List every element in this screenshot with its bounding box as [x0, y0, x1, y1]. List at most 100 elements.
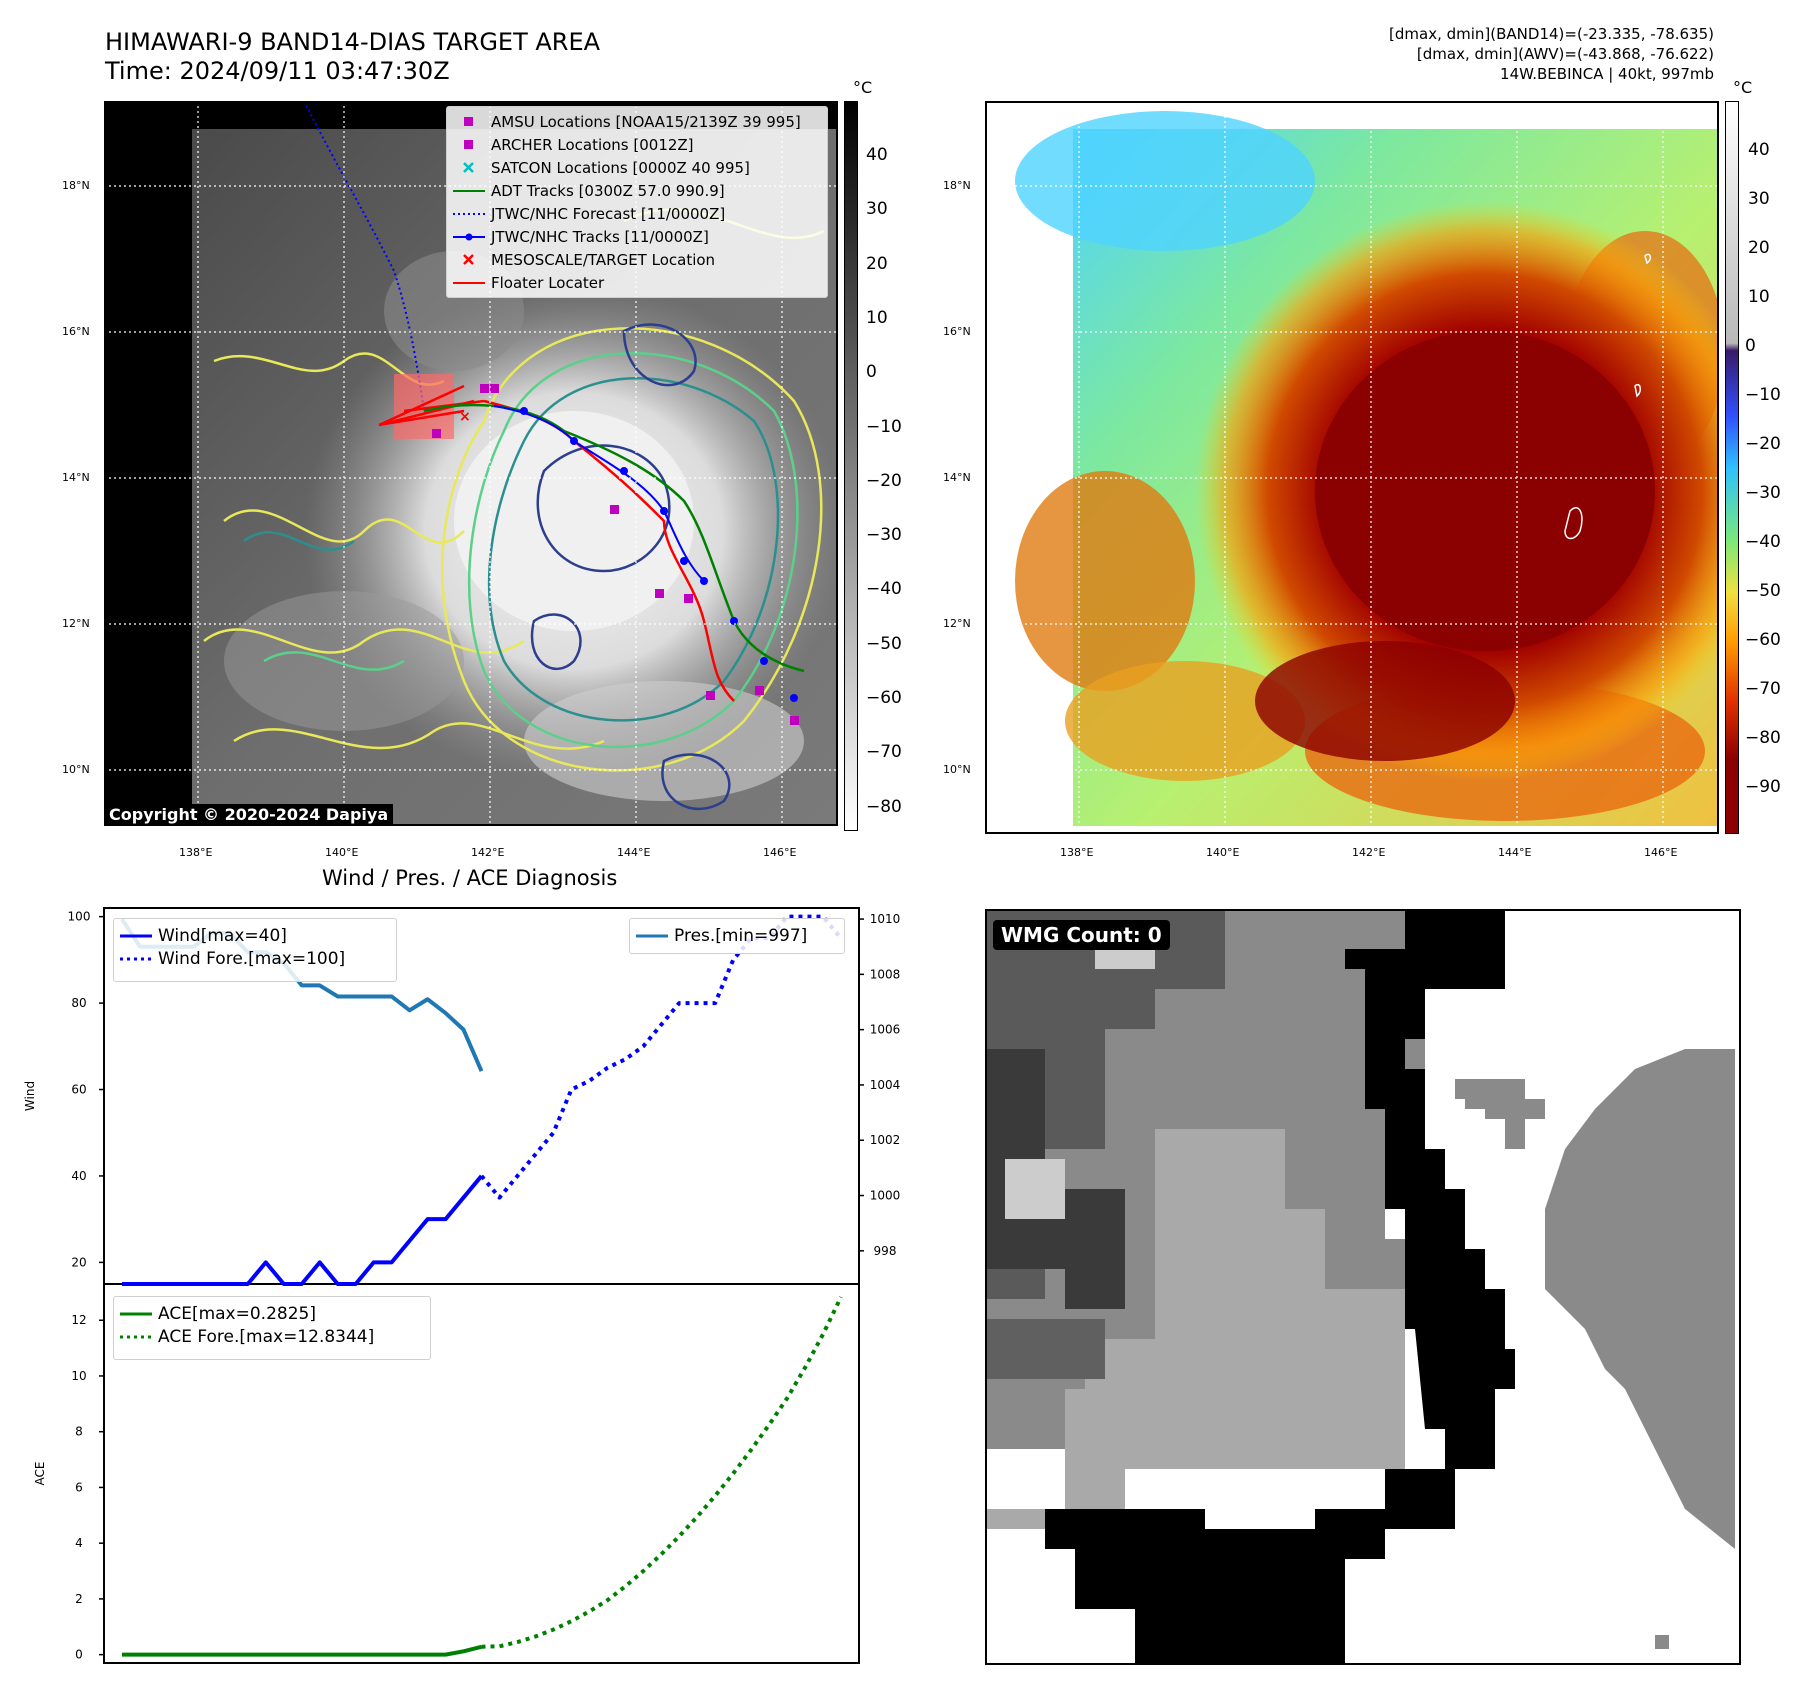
timestamp: Time: 2024/09/11 03:47:30Z [105, 57, 450, 85]
legend-item-archer: ARCHER Locations [0012Z] [447, 133, 827, 156]
colorbar-left-tick: 40 [866, 145, 888, 165]
colorbar-right-tick: −20 [1745, 434, 1781, 454]
lat-tick-label: 16°N [943, 325, 971, 338]
dmax-dmin-awv: [dmax, dmin](AWV)=(-43.868, -76.622) [1416, 45, 1714, 63]
lon-tick-label: 146°E [763, 846, 797, 859]
lon-tick-label: 144°E [1498, 846, 1532, 859]
pressure-y-tick-label: 1002 [870, 1133, 900, 1147]
colorbar-left-tick: −70 [866, 742, 902, 763]
pressure-y-tick-label: 1004 [870, 1078, 900, 1092]
lon-tick-label: 140°E [325, 846, 359, 859]
colorbar-left [844, 101, 858, 831]
colorbar-left-tick: −80 [866, 796, 902, 817]
wind-y-tick-label: 20 [71, 1255, 86, 1269]
ace-line [121, 1644, 482, 1657]
wind-forecast-line [479, 914, 843, 1200]
map-left-frame [104, 101, 838, 826]
square-marker-icon [464, 140, 473, 149]
lat-tick-label: 10°N [943, 763, 971, 776]
colorbar-right [1725, 101, 1739, 834]
wmg-frame [985, 909, 1741, 1665]
storm-info: 14W.BEBINCA | 40kt, 997mb [1500, 65, 1714, 83]
colorbar-left-tick: 10 [866, 307, 888, 328]
dotted-line-icon [453, 213, 485, 215]
colorbar-left-tick: 20 [866, 253, 888, 274]
colorbar-left-tick: −60 [866, 688, 902, 708]
lat-tick-label: 18°N [62, 179, 90, 192]
wmg-count-label: WMG Count: 0 [993, 920, 1170, 950]
lon-tick-label: 142°E [1352, 846, 1386, 859]
legend-item-mesoscale: MESOSCALE/TARGET Location [447, 248, 827, 271]
colorbar-left-tick: −20 [866, 470, 902, 491]
lat-tick-label: 14°N [62, 471, 90, 484]
pressure-y-tick-label: 998 [874, 1244, 897, 1258]
ace-y-tick-label: 12 [71, 1313, 86, 1327]
line-icon [120, 934, 152, 938]
wind-line [121, 1174, 484, 1286]
line-icon [120, 1312, 152, 1316]
ace-y-tick-label: 0 [75, 1648, 83, 1662]
lat-tick-label: 10°N [62, 763, 90, 776]
ace-axes-frame [103, 1283, 860, 1664]
chart-title: Wind / Pres. / ACE Diagnosis [322, 866, 618, 890]
colorbar-right-tick: 10 [1748, 287, 1770, 307]
legend-item-amsu: AMSU Locations [NOAA15/2139Z 39 995] [447, 110, 827, 133]
pressure-y-tick-label: 1008 [870, 967, 900, 981]
colorbar-right-tick: −80 [1745, 728, 1781, 748]
lat-tick-label: 18°N [943, 179, 971, 192]
lon-tick-label: 138°E [1060, 846, 1094, 859]
colorbar-left-tick: 30 [866, 199, 888, 220]
lon-tick-label: 146°E [1644, 846, 1678, 859]
line-icon [453, 190, 485, 192]
dotted-line-icon [120, 1335, 152, 1339]
pressure-legend: Pres.[min=997] [629, 918, 845, 954]
lon-tick-label: 138°E [179, 846, 213, 859]
wind-y-tick-label: 100 [68, 910, 91, 924]
ace-y-tick-label: 6 [75, 1480, 83, 1494]
colorbar-left-tick: −10 [866, 416, 902, 437]
square-marker-icon [464, 117, 473, 126]
map-right-frame [985, 101, 1719, 834]
wind-y-tick-label: 80 [71, 996, 86, 1010]
lon-tick-label: 140°E [1206, 846, 1240, 859]
x-marker-icon [463, 162, 474, 173]
colorbar-left-tick: −40 [866, 579, 902, 600]
colorbar-right-tick: −40 [1745, 532, 1781, 552]
ace-axis-label: ACE [33, 1462, 47, 1486]
ir-map-right [985, 101, 1719, 834]
map-legend: AMSU Locations [NOAA15/2139Z 39 995] ARC… [446, 106, 828, 298]
copyright-label: Copyright © 2020-2024 Dapiya [104, 804, 394, 825]
colorbar-right-tick: −30 [1745, 483, 1781, 503]
wmg-panel: WMG Count: 0 [985, 909, 1741, 1665]
legend-item-wind-forecast: Wind Fore.[max=100] [114, 947, 396, 970]
ace-y-tick-label: 4 [75, 1536, 83, 1550]
svg-text:×: × [459, 409, 471, 425]
legend-item-floater: Floater Locater [447, 271, 827, 294]
legend-item-adt: ADT Tracks [0300Z 57.0 990.9] [447, 179, 827, 202]
legend-item-satcon: SATCON Locations [0000Z 40 995] [447, 156, 827, 179]
lat-tick-label: 16°N [62, 325, 90, 338]
legend-item-jtwc-forecast: JTWC/NHC Forecast [11/0000Z] [447, 202, 827, 225]
lon-tick-label: 142°E [471, 846, 505, 859]
ace-y-tick-label: 10 [71, 1369, 86, 1383]
colorbar-right-tick: 30 [1748, 189, 1770, 209]
line-icon [453, 282, 485, 284]
colorbar-right-tick: −60 [1745, 630, 1781, 650]
ir-map-right-image [985, 101, 1719, 834]
colorbar-right-tick: 20 [1748, 238, 1770, 258]
wind-legend: Wind[max=40] Wind Fore.[max=100] [113, 918, 397, 982]
lat-tick-label: 12°N [62, 617, 90, 630]
legend-item-pressure: Pres.[min=997] [630, 924, 844, 947]
legend-item-wind: Wind[max=40] [114, 924, 396, 947]
colorbar-left-tick: 0 [866, 362, 877, 383]
colorbar-left-unit: °C [853, 78, 873, 97]
colorbar-right-tick: −10 [1745, 385, 1781, 405]
line-icon [636, 934, 668, 938]
colorbar-right-tick: 0 [1745, 336, 1756, 356]
dmax-dmin-band14: [dmax, dmin](BAND14)=(-23.335, -78.635) [1389, 25, 1714, 43]
wind-y-tick-label: 40 [71, 1169, 86, 1183]
lat-tick-label: 14°N [943, 471, 971, 484]
colorbar-left-tick: −50 [866, 633, 902, 654]
page-title: HIMAWARI-9 BAND14-DIAS TARGET AREA [105, 28, 601, 56]
pressure-y-tick-label: 1000 [870, 1189, 900, 1203]
